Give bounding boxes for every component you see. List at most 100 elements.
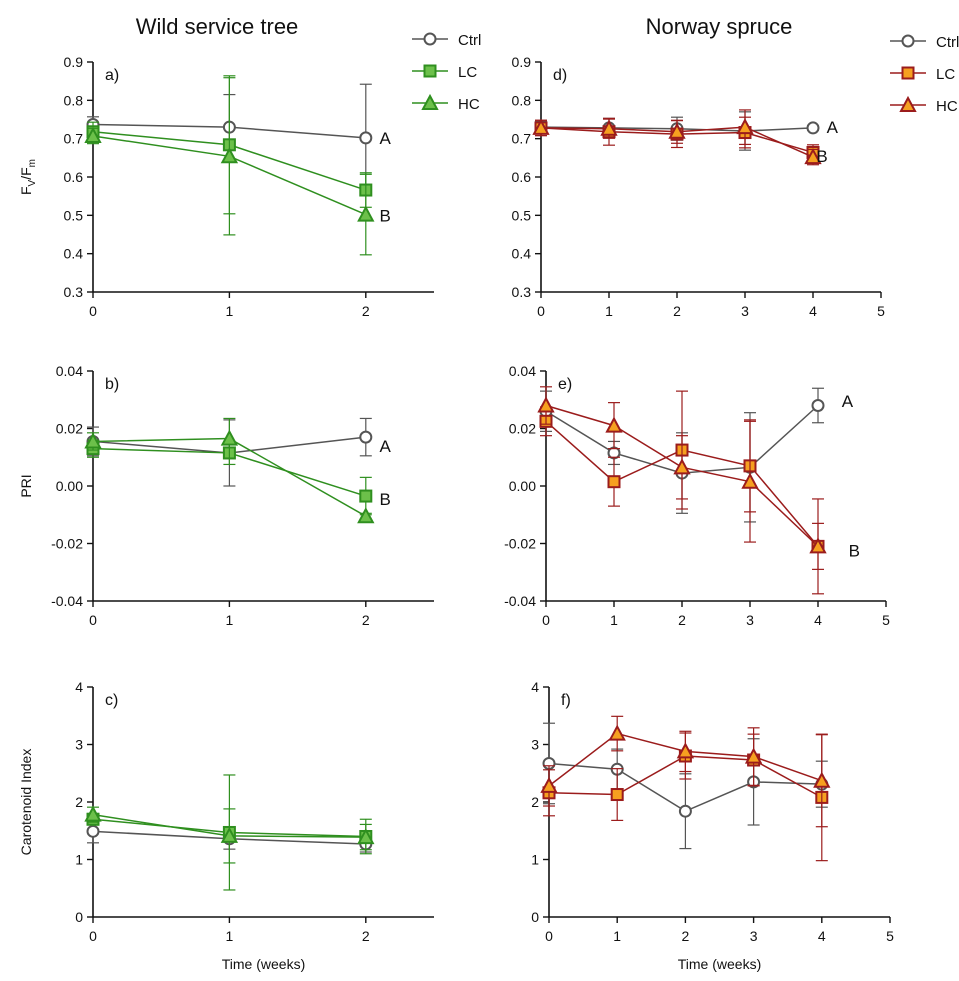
x-tick-label: 1 (226, 928, 234, 944)
x-tick-label: 1 (613, 928, 621, 944)
y-tick-label: 3 (75, 737, 83, 753)
data-point (84, 126, 102, 143)
significance-label: B (379, 206, 390, 225)
y-tick-label: 0.4 (512, 246, 532, 262)
data-point (359, 131, 373, 145)
x-axis-label: Time (weeks) (678, 956, 762, 972)
series-hc (84, 805, 375, 864)
y-tick-label: 2 (531, 794, 539, 810)
x-tick-label: 4 (809, 303, 817, 319)
legend-label-ctrl: Ctrl (936, 34, 959, 51)
data-point (607, 475, 621, 489)
y-tick-label: 0.5 (512, 207, 532, 223)
data-point (813, 771, 831, 788)
y-tick-label: 0.7 (64, 131, 84, 147)
data-point (668, 122, 686, 139)
data-point (357, 827, 375, 845)
series-hc (537, 386, 827, 570)
y-tick-label: 0.9 (64, 54, 84, 70)
data-point (600, 119, 618, 136)
data-point (608, 724, 626, 741)
legend-label-lc: LC (458, 64, 478, 81)
panel-e: -0.04 -0.02 0.00 0.02 0.04 0 1 2 3 4 5 e) A B (504, 363, 890, 628)
y-tick-label: 0.8 (64, 92, 84, 108)
legend-label-hc: HC (936, 98, 958, 115)
x-tick-label: 1 (226, 612, 234, 628)
legend-label-lc: LC (936, 66, 956, 83)
y-tick-label: 0.00 (509, 478, 536, 494)
x-tick-label: 5 (882, 612, 890, 628)
legend-marker-circle (412, 32, 448, 46)
y-tick-label: 0.3 (64, 284, 84, 300)
y-axis-label: Carotenoid Index (18, 749, 34, 856)
x-tick-label: 1 (226, 303, 234, 319)
y-tick-label: 0.6 (64, 169, 84, 185)
data-point (532, 118, 550, 135)
legend-marker-triangle (890, 95, 926, 112)
panel-label: b) (105, 376, 119, 393)
y-tick-label: -0.04 (504, 593, 536, 609)
x-tick-label: 0 (89, 612, 97, 628)
data-point (605, 416, 623, 433)
y-axis-label: FV/Fm (18, 159, 38, 195)
x-axis-label: Time (weeks) (222, 956, 306, 972)
y-tick-label: -0.04 (51, 593, 83, 609)
x-tick-label: 1 (605, 303, 613, 319)
data-point (678, 804, 692, 818)
legend-label-ctrl: Ctrl (458, 32, 482, 49)
data-point (359, 430, 373, 444)
data-point (86, 824, 100, 838)
column-title-right: Norway spruce (645, 14, 793, 39)
data-point (220, 826, 239, 843)
x-tick-label: 2 (362, 612, 370, 628)
panel-label: d) (553, 67, 567, 84)
data-point (610, 788, 624, 802)
y-tick-label: 0.02 (509, 421, 536, 437)
x-tick-label: 4 (818, 928, 826, 944)
significance-label: B (379, 490, 390, 509)
y-tick-label: 0.9 (512, 54, 532, 70)
y-tick-label: 0.6 (512, 169, 532, 185)
y-tick-label: 0.02 (56, 421, 83, 437)
legend-marker-square (890, 66, 926, 80)
data-point (357, 507, 375, 524)
series-hc (84, 417, 375, 524)
y-tick-label: 0.7 (512, 131, 532, 147)
panel-label: e) (558, 376, 572, 393)
y-tick-label: 1 (531, 852, 539, 868)
data-point (811, 399, 825, 412)
x-tick-label: 4 (814, 612, 822, 628)
data-point (540, 776, 558, 793)
x-tick-label: 3 (750, 928, 758, 944)
series-hc (540, 715, 831, 828)
y-tick-label: 1 (75, 852, 83, 868)
data-point (359, 489, 373, 503)
significance-label: A (842, 392, 854, 411)
data-point (84, 805, 102, 822)
x-tick-label: 2 (673, 303, 681, 319)
panel-label: c) (105, 692, 118, 709)
legend-marker-circle (890, 34, 926, 48)
y-tick-label: 2 (75, 794, 83, 810)
panel-c: 0 1 2 3 4 0 1 2 c) Carotenoid Index Time (weeks) (18, 679, 434, 972)
data-point (806, 121, 820, 135)
x-tick-label: 0 (89, 303, 97, 319)
data-point (537, 396, 555, 413)
legend-label-hc: HC (458, 96, 480, 113)
y-tick-label: 3 (531, 737, 539, 753)
series-hc (84, 77, 375, 256)
significance-label: A (379, 129, 391, 148)
legend-marker-square (412, 64, 448, 78)
x-tick-label: 1 (610, 612, 618, 628)
data-point (741, 472, 759, 489)
panel-b: -0.04 -0.02 0.00 0.02 0.04 0 1 2 b) PRI A B (18, 363, 434, 628)
data-point (676, 742, 695, 759)
data-point (357, 205, 375, 222)
panel-label: a) (105, 67, 119, 84)
y-tick-label: 4 (531, 679, 539, 695)
data-point (744, 747, 763, 764)
x-tick-label: 0 (89, 928, 97, 944)
y-tick-label: 0.4 (64, 246, 84, 262)
y-tick-label: 0 (75, 909, 83, 925)
